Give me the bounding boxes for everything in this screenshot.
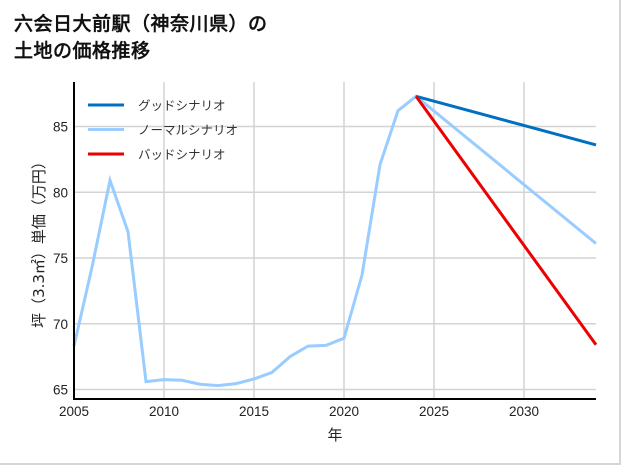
y-tick-label: 80 [53, 185, 68, 200]
y-tick-label: 75 [53, 251, 68, 266]
series-line [72, 94, 597, 388]
legend-label: バッドシナリオ [138, 147, 226, 162]
legend-label: ノーマルシナリオ [138, 123, 238, 138]
x-tick-label: 2025 [419, 404, 449, 419]
x-tick-label: 2030 [509, 404, 539, 419]
x-axis-label: 年 [327, 426, 342, 444]
x-tick-label: 2010 [149, 404, 179, 419]
series-line [415, 94, 597, 147]
y-tick-label: 65 [53, 383, 68, 398]
y-tick-label: 85 [53, 120, 68, 135]
x-tick-label: 2020 [329, 404, 359, 419]
legend-label: グッドシナリオ [138, 98, 226, 113]
y-axis-label: 坪（3.3㎡）単価（万円） [30, 154, 48, 328]
chart-title-line1: 六会日大前駅（神奈川県）の [14, 13, 268, 35]
y-tick-label: 70 [53, 317, 68, 332]
x-tick-label: 2015 [239, 404, 269, 419]
chart-title-line2: 土地の価格推移 [14, 40, 151, 62]
chart-title: 六会日大前駅（神奈川県）の 土地の価格推移 [14, 11, 268, 65]
series-line [414, 95, 598, 346]
x-tick-label: 2005 [59, 404, 89, 419]
